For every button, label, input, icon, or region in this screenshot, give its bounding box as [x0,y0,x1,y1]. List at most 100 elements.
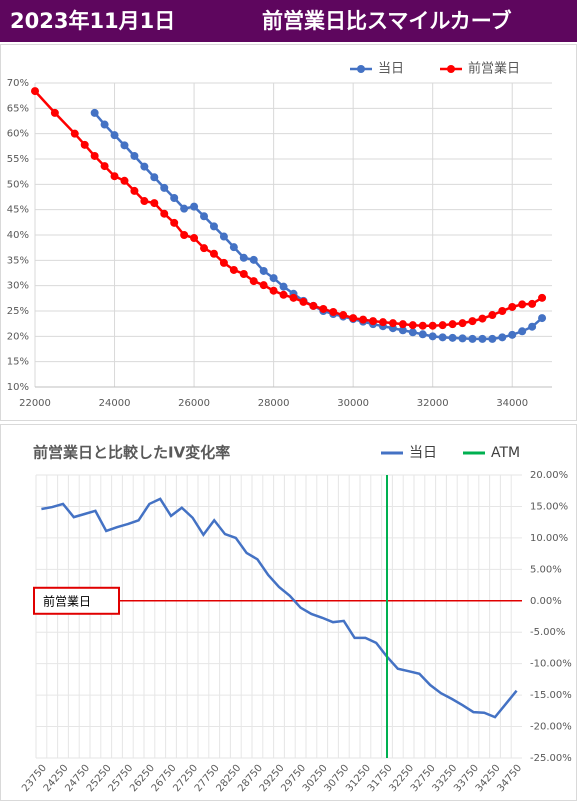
y-tick-label: -15.00% [530,690,572,701]
marker [180,204,189,213]
x-tick-label: 34000 [496,398,528,409]
y-tick-label: 15% [7,357,29,368]
y-tick-label: 40% [7,230,29,241]
marker [359,315,368,324]
marker [428,332,437,341]
y-tick-label: 50% [7,179,29,190]
marker [488,334,497,343]
marker [478,314,487,323]
marker [219,232,228,241]
marker [398,326,407,335]
marker [369,317,378,326]
marker [458,319,467,328]
marker [458,334,467,343]
y-tick-label: 10.00% [530,533,568,544]
chart-frame [0,44,577,421]
y-tick-label: -10.00% [530,659,572,670]
marker [100,162,109,171]
y-tick-label: 65% [7,103,29,114]
marker [279,290,288,299]
marker [249,277,258,286]
marker [249,255,258,264]
marker [478,334,487,343]
y-tick-label: 10% [7,382,29,393]
marker [259,266,268,275]
y-tick-label: -20.00% [530,722,572,733]
marker [160,183,169,192]
marker [90,151,99,160]
y-tick-label: 35% [7,255,29,266]
marker [80,140,89,149]
marker [448,320,457,329]
y-tick-label: 20% [7,331,29,342]
x-tick-label: 26000 [178,398,210,409]
series-line [41,497,518,719]
marker [229,265,238,274]
marker [378,318,387,327]
marker [508,302,517,311]
marker [120,141,129,150]
legend-label: ATM [491,445,520,461]
marker [398,320,407,329]
marker [140,197,149,206]
marker [279,282,288,291]
y-tick-label: 20.00% [530,470,568,481]
marker [498,307,507,315]
marker [50,108,59,117]
marker [150,173,159,182]
legend-label: 当日 [378,62,404,77]
marker [468,334,477,343]
legend-marker [357,65,365,73]
marker [150,199,159,208]
marker [418,321,427,330]
marker [170,218,179,227]
marker [538,314,547,323]
marker [408,321,417,330]
marker [269,286,278,295]
y-tick-label: 0.00% [530,596,562,607]
marker [418,330,427,339]
y-tick-label: -25.00% [530,753,572,764]
marker [140,162,149,171]
marker [528,299,537,308]
marker [70,129,79,138]
marker [299,297,308,306]
marker [110,172,119,181]
x-tick-label: 32000 [417,398,449,409]
marker [289,293,298,302]
reference-label: 前営業日 [43,593,91,608]
marker [209,222,218,231]
marker [538,293,547,302]
y-tick-label: 45% [7,205,29,216]
y-tick-label: 25% [7,306,29,317]
marker [259,281,268,290]
y-tick-label: 55% [7,154,29,165]
marker [229,243,238,252]
header-title: 前営業日比スマイルカーブ [262,9,511,33]
marker [190,202,199,211]
y-tick-label: 60% [7,129,29,140]
marker [428,321,437,330]
legend-label: 当日 [409,445,437,461]
marker [329,308,338,317]
marker [160,209,169,218]
marker [120,176,129,185]
marker [508,330,517,339]
marker [239,253,248,262]
chart-title: 前営業日と比較したIV変化率 [33,444,230,462]
marker [319,304,328,313]
marker [110,131,119,140]
marker [388,319,397,328]
marker [209,249,218,258]
header-band [0,0,577,42]
x-tick-label: 22000 [19,398,51,409]
series-line [93,112,543,341]
y-tick-label: -5.00% [530,627,565,638]
marker [190,234,199,243]
y-tick-label: 30% [7,281,29,292]
marker [498,333,507,342]
marker [438,333,447,342]
marker [239,270,248,279]
marker [448,333,457,342]
